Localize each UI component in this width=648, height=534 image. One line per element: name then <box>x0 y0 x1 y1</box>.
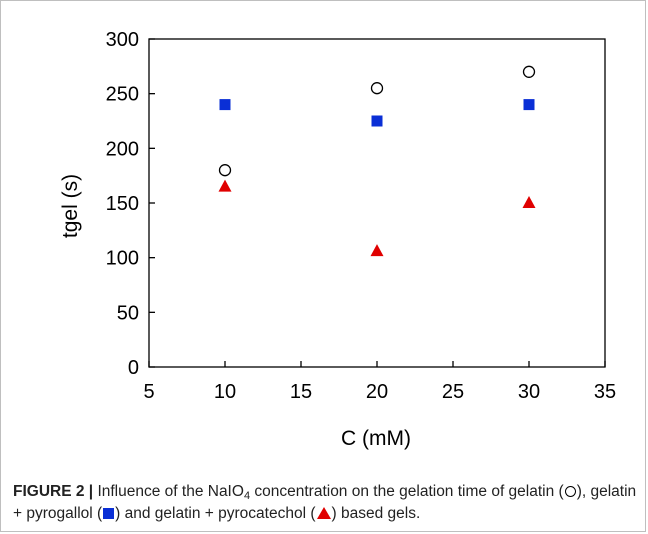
y-tick-label: 150 <box>106 193 139 215</box>
y-tick-label: 0 <box>128 357 139 379</box>
x-tick-label: 15 <box>290 381 312 403</box>
data-point-circle <box>370 82 384 95</box>
data-point-square <box>371 115 383 127</box>
figure-caption: FIGURE 2 | Influence of the NaIO4 concen… <box>13 481 645 525</box>
data-point-square <box>523 99 535 111</box>
caption-figure-label: FIGURE 2 | <box>13 483 94 500</box>
caption-text-part-1: Influence of the NaIO <box>93 483 244 500</box>
data-point-square <box>219 99 231 111</box>
x-tick-label: 25 <box>442 381 464 403</box>
y-tick-label: 50 <box>117 302 139 324</box>
data-point-triangle <box>370 244 384 257</box>
y-tick-label: 300 <box>106 29 139 51</box>
data-point-circle <box>218 164 232 177</box>
y-tick-label: 250 <box>106 84 139 106</box>
data-point-triangle <box>522 196 536 208</box>
y-tick-label: 200 <box>106 138 139 160</box>
x-tick-label: 35 <box>594 381 616 403</box>
caption-text-part-5: ) based gels. <box>331 505 421 522</box>
y-axis-title: tgel (s) <box>59 174 82 238</box>
caption-text-part-4: ) and gelatin + pyrocatechol ( <box>115 505 316 522</box>
x-axis-title: C (mM) <box>341 427 411 450</box>
x-tick-label: 20 <box>366 381 388 403</box>
x-tick-label: 5 <box>143 381 154 403</box>
data-point-triangle <box>218 179 232 192</box>
blue-square-symbol-icon <box>103 508 115 519</box>
caption-text-part-3: ), gelatin + pyrogallol ( <box>13 483 637 522</box>
red-triangle-symbol-icon <box>316 507 331 519</box>
y-tick-label: 100 <box>106 248 139 270</box>
y-axis-ticks: 0 50 100 150 200 250 300 <box>106 29 155 379</box>
data-point-circle <box>522 65 536 78</box>
x-tick-label: 30 <box>518 381 540 403</box>
caption-text-part-2: concentration on the gelation time of ge… <box>250 483 564 500</box>
x-axis-ticks: 5 10 15 20 25 30 35 <box>143 361 616 403</box>
x-tick-label: 10 <box>214 381 236 403</box>
data-markers <box>218 65 536 257</box>
caption-subscript: 4 <box>243 490 251 502</box>
open-circle-symbol-icon <box>564 486 576 497</box>
